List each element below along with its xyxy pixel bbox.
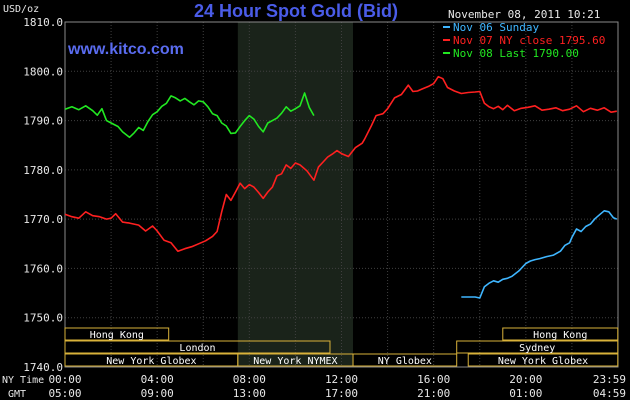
session-label: Hong Kong — [90, 330, 144, 341]
session-label: NY Globex — [378, 356, 432, 367]
y-tick-label: 1770.0 — [23, 213, 63, 226]
series-line-2 — [64, 75, 617, 252]
session-label: New York NYMEX — [253, 356, 337, 367]
session-label: New York Globex — [106, 356, 196, 367]
x-tick-label-gmt: 17:00 — [325, 387, 358, 400]
session-label: Hong Kong — [533, 330, 587, 341]
series-line-1 — [461, 210, 618, 299]
timestamp: November 08, 2011 10:21 — [448, 8, 600, 21]
legend-label: Nov 06 Sunday — [453, 21, 539, 34]
session-box — [352, 353, 458, 367]
y-axis-label: USD/oz — [3, 4, 39, 15]
x-tick-label-ny: 23:59 — [593, 373, 626, 386]
series-lines — [64, 75, 618, 299]
x-tick-label-gmt: 21:00 — [417, 387, 450, 400]
y-tick-label: 1760.0 — [23, 262, 63, 275]
session-label: London — [179, 343, 215, 354]
session-box — [64, 340, 331, 354]
session-box — [64, 327, 170, 341]
x-tick-label-ny: 00:00 — [48, 373, 81, 386]
x-tick-label-gmt: 13:00 — [233, 387, 266, 400]
x-tick-label-ny: 08:00 — [233, 373, 266, 386]
session-label: Sydney — [519, 343, 555, 354]
x-tick-label-gmt: 04:59 — [593, 387, 626, 400]
chart-title: 24 Hour Spot Gold (Bid) — [194, 1, 398, 21]
x-tick-label-gmt: 05:00 — [48, 387, 81, 400]
y-tick-labels: 1810.0 1800.0 1790.0 1780.0 1770.0 1760.0 1750… — [23, 16, 63, 374]
x-tick-label-ny: 12:00 — [325, 373, 358, 386]
y-tick-label: 1750.0 — [23, 312, 63, 325]
plot-border — [64, 21, 619, 368]
ny-time-label: NY Time — [2, 375, 44, 386]
y-tick-label: 1740.0 — [23, 361, 63, 374]
x-tick-label-gmt: 01:00 — [509, 387, 542, 400]
legend-label: Nov 07 NY close 1795.60 — [453, 34, 605, 47]
x-tick-label-ny: 20:00 — [509, 373, 542, 386]
series-line-3 — [64, 92, 315, 139]
session-box — [456, 340, 619, 354]
session-label: New York Globex — [498, 356, 588, 367]
trading-sessions: Hong Kong Hong Kong London Sydney New York G… — [64, 327, 619, 367]
legend-label: Nov 08 Last 1790.00 — [453, 47, 579, 60]
y-tick-label: 1790.0 — [23, 115, 63, 128]
watermark: www.kitco.com — [67, 41, 184, 58]
x-tick-label-ny: 04:00 — [141, 373, 174, 386]
gmt-label: GMT — [8, 389, 26, 400]
y-tick-label: 1810.0 — [23, 16, 63, 29]
x-tick-label-ny: 16:00 — [417, 373, 450, 386]
session-box — [502, 327, 619, 341]
y-tick-label: 1800.0 — [23, 65, 63, 78]
session-box — [467, 353, 619, 367]
y-tick-label: 1780.0 — [23, 164, 63, 177]
x-tick-label-gmt: 09:00 — [141, 387, 174, 400]
